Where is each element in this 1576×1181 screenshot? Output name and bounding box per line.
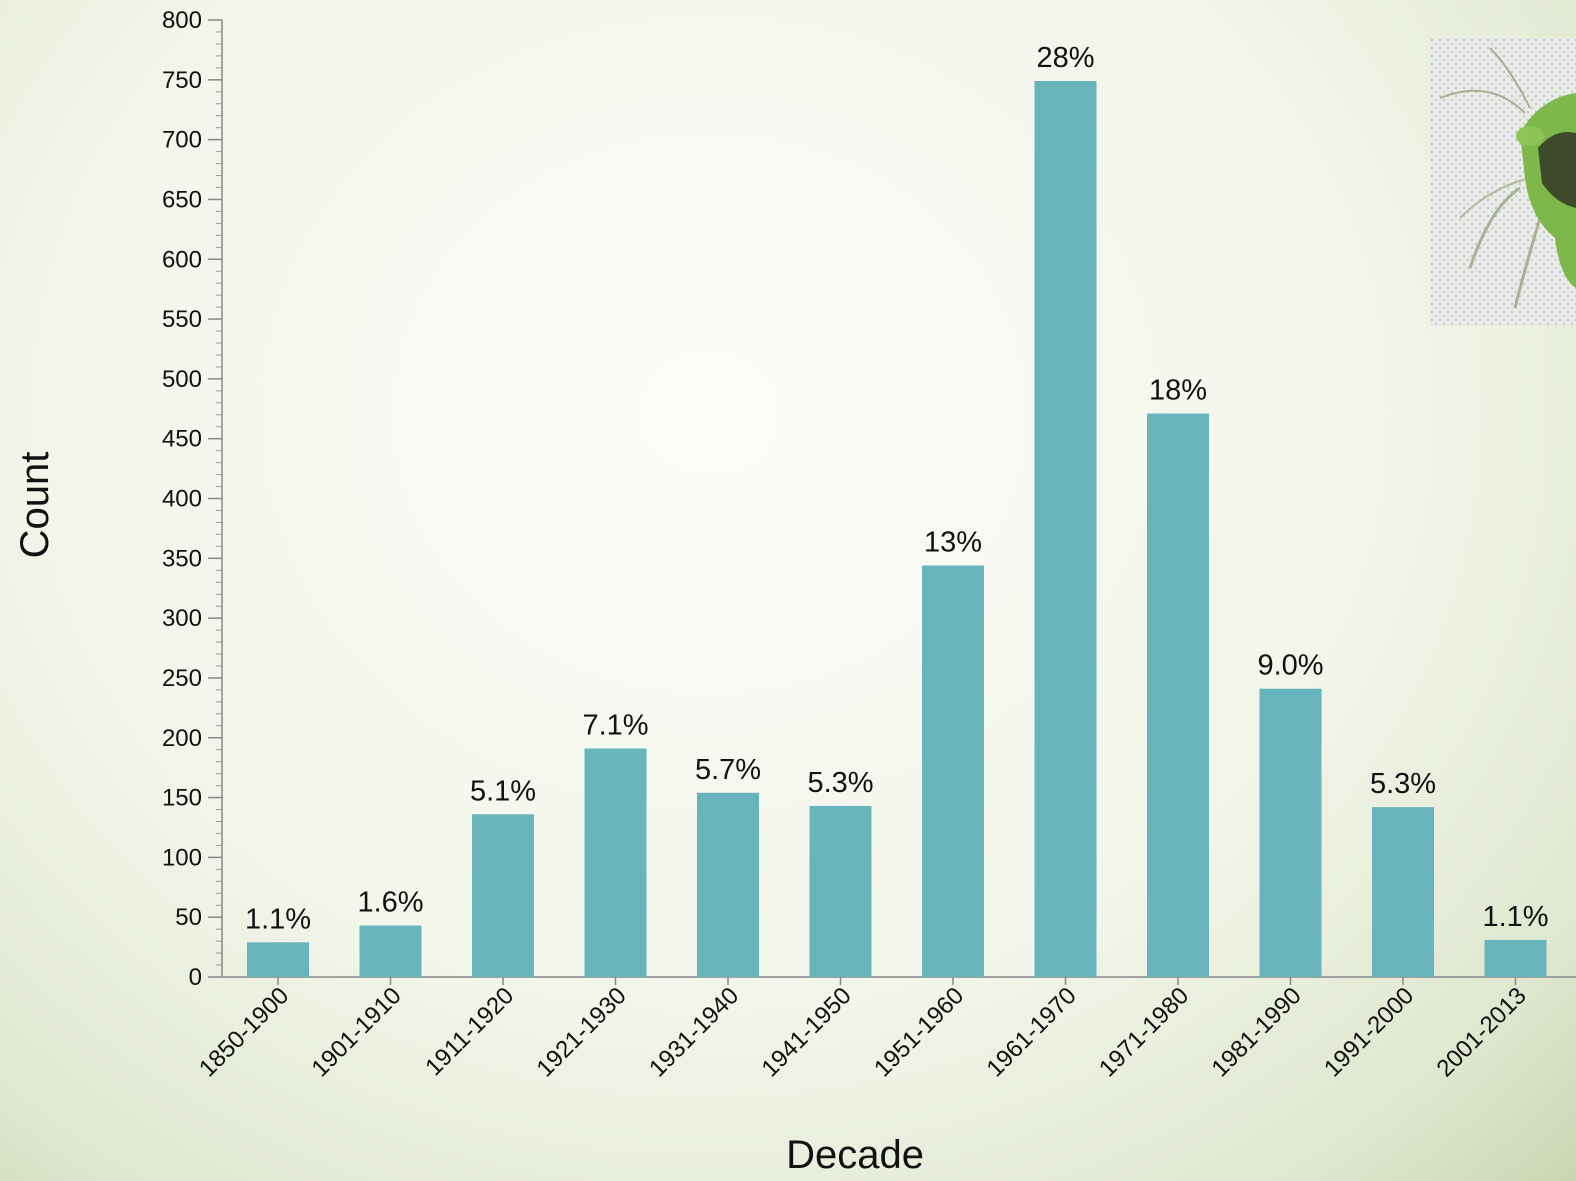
- bar: [584, 748, 647, 977]
- y-tick-label: 300: [162, 605, 202, 632]
- y-tick-label: 50: [175, 904, 202, 931]
- y-tick-label: 500: [162, 366, 202, 393]
- y-tick-label: 150: [162, 785, 202, 812]
- y-tick-label: 650: [162, 186, 202, 213]
- y-tick-label: 550: [162, 306, 202, 333]
- data-label: 5.1%: [470, 775, 536, 807]
- y-tick-label: 0: [189, 964, 202, 991]
- y-tick-label: 250: [162, 665, 202, 692]
- x-tick-label: 1941-1950: [756, 982, 856, 1082]
- data-label: 9.0%: [1257, 650, 1323, 682]
- y-tick-label: 350: [162, 545, 202, 572]
- bar: [1147, 413, 1209, 977]
- x-tick-label: 1971-1980: [1094, 982, 1194, 1082]
- bar: [359, 925, 422, 977]
- y-tick-label: 800: [162, 7, 202, 34]
- bar: [472, 814, 534, 977]
- bar: [1372, 807, 1434, 977]
- bars: [247, 81, 1547, 978]
- data-label: 5.3%: [807, 767, 873, 799]
- x-tick-label: 1911-1920: [420, 982, 519, 1081]
- x-tick-label: 1921-1930: [531, 982, 631, 1082]
- bar: [1259, 688, 1322, 977]
- x-tick-label: 1901-1910: [306, 982, 406, 1082]
- green-insect-photo: [1430, 38, 1576, 326]
- x-tick-label: 1931-1940: [644, 982, 744, 1082]
- x-axis-title: Decade: [786, 1133, 924, 1177]
- bar-labels: 1.1% 1.6% 5.1% 7.1% 5.7% 5.3% 13% 28% 18% 9.0% 5.3…: [245, 42, 1549, 935]
- data-label: 18%: [1149, 375, 1207, 407]
- x-tick-label: 2001-2013: [1431, 982, 1531, 1082]
- data-label: 28%: [1036, 42, 1094, 74]
- data-label: 1.6%: [357, 887, 423, 919]
- y-tick-label: 450: [162, 426, 202, 453]
- bar: [1484, 939, 1547, 977]
- x-tick-label: 1991-2000: [1319, 982, 1419, 1082]
- y-axis-title: Count: [13, 452, 57, 559]
- bar: [247, 942, 309, 977]
- x-tick-label: 1981-1990: [1206, 982, 1306, 1082]
- data-label: 1.1%: [1482, 901, 1548, 933]
- data-label: 1.1%: [245, 903, 311, 935]
- y-axis: 0 50 100 150 200 250 300 350 400 450 500 550 600 650 7…: [162, 7, 223, 991]
- y-tick-label: 200: [162, 725, 202, 752]
- data-label: 5.3%: [1370, 768, 1436, 800]
- bar: [697, 792, 759, 977]
- data-label: 5.7%: [695, 754, 761, 786]
- data-label: 13%: [924, 526, 982, 558]
- y-tick-label: 100: [162, 844, 202, 871]
- x-tick-label: 1961-1970: [981, 982, 1081, 1082]
- bar: [922, 565, 984, 977]
- x-axis: 1850-1900 1901-1910 1911-1920 1921-1930 1931…: [194, 976, 1576, 1082]
- data-label: 7.1%: [582, 710, 648, 742]
- bar: [809, 805, 872, 977]
- x-tick-label: 1951-1960: [869, 982, 969, 1082]
- y-tick-label: 750: [162, 67, 202, 94]
- y-tick-label: 400: [162, 486, 202, 513]
- x-tick-label: 1850-1900: [194, 982, 294, 1082]
- y-tick-label: 600: [162, 246, 202, 273]
- bar: [1034, 81, 1097, 978]
- y-tick-label: 700: [162, 127, 202, 154]
